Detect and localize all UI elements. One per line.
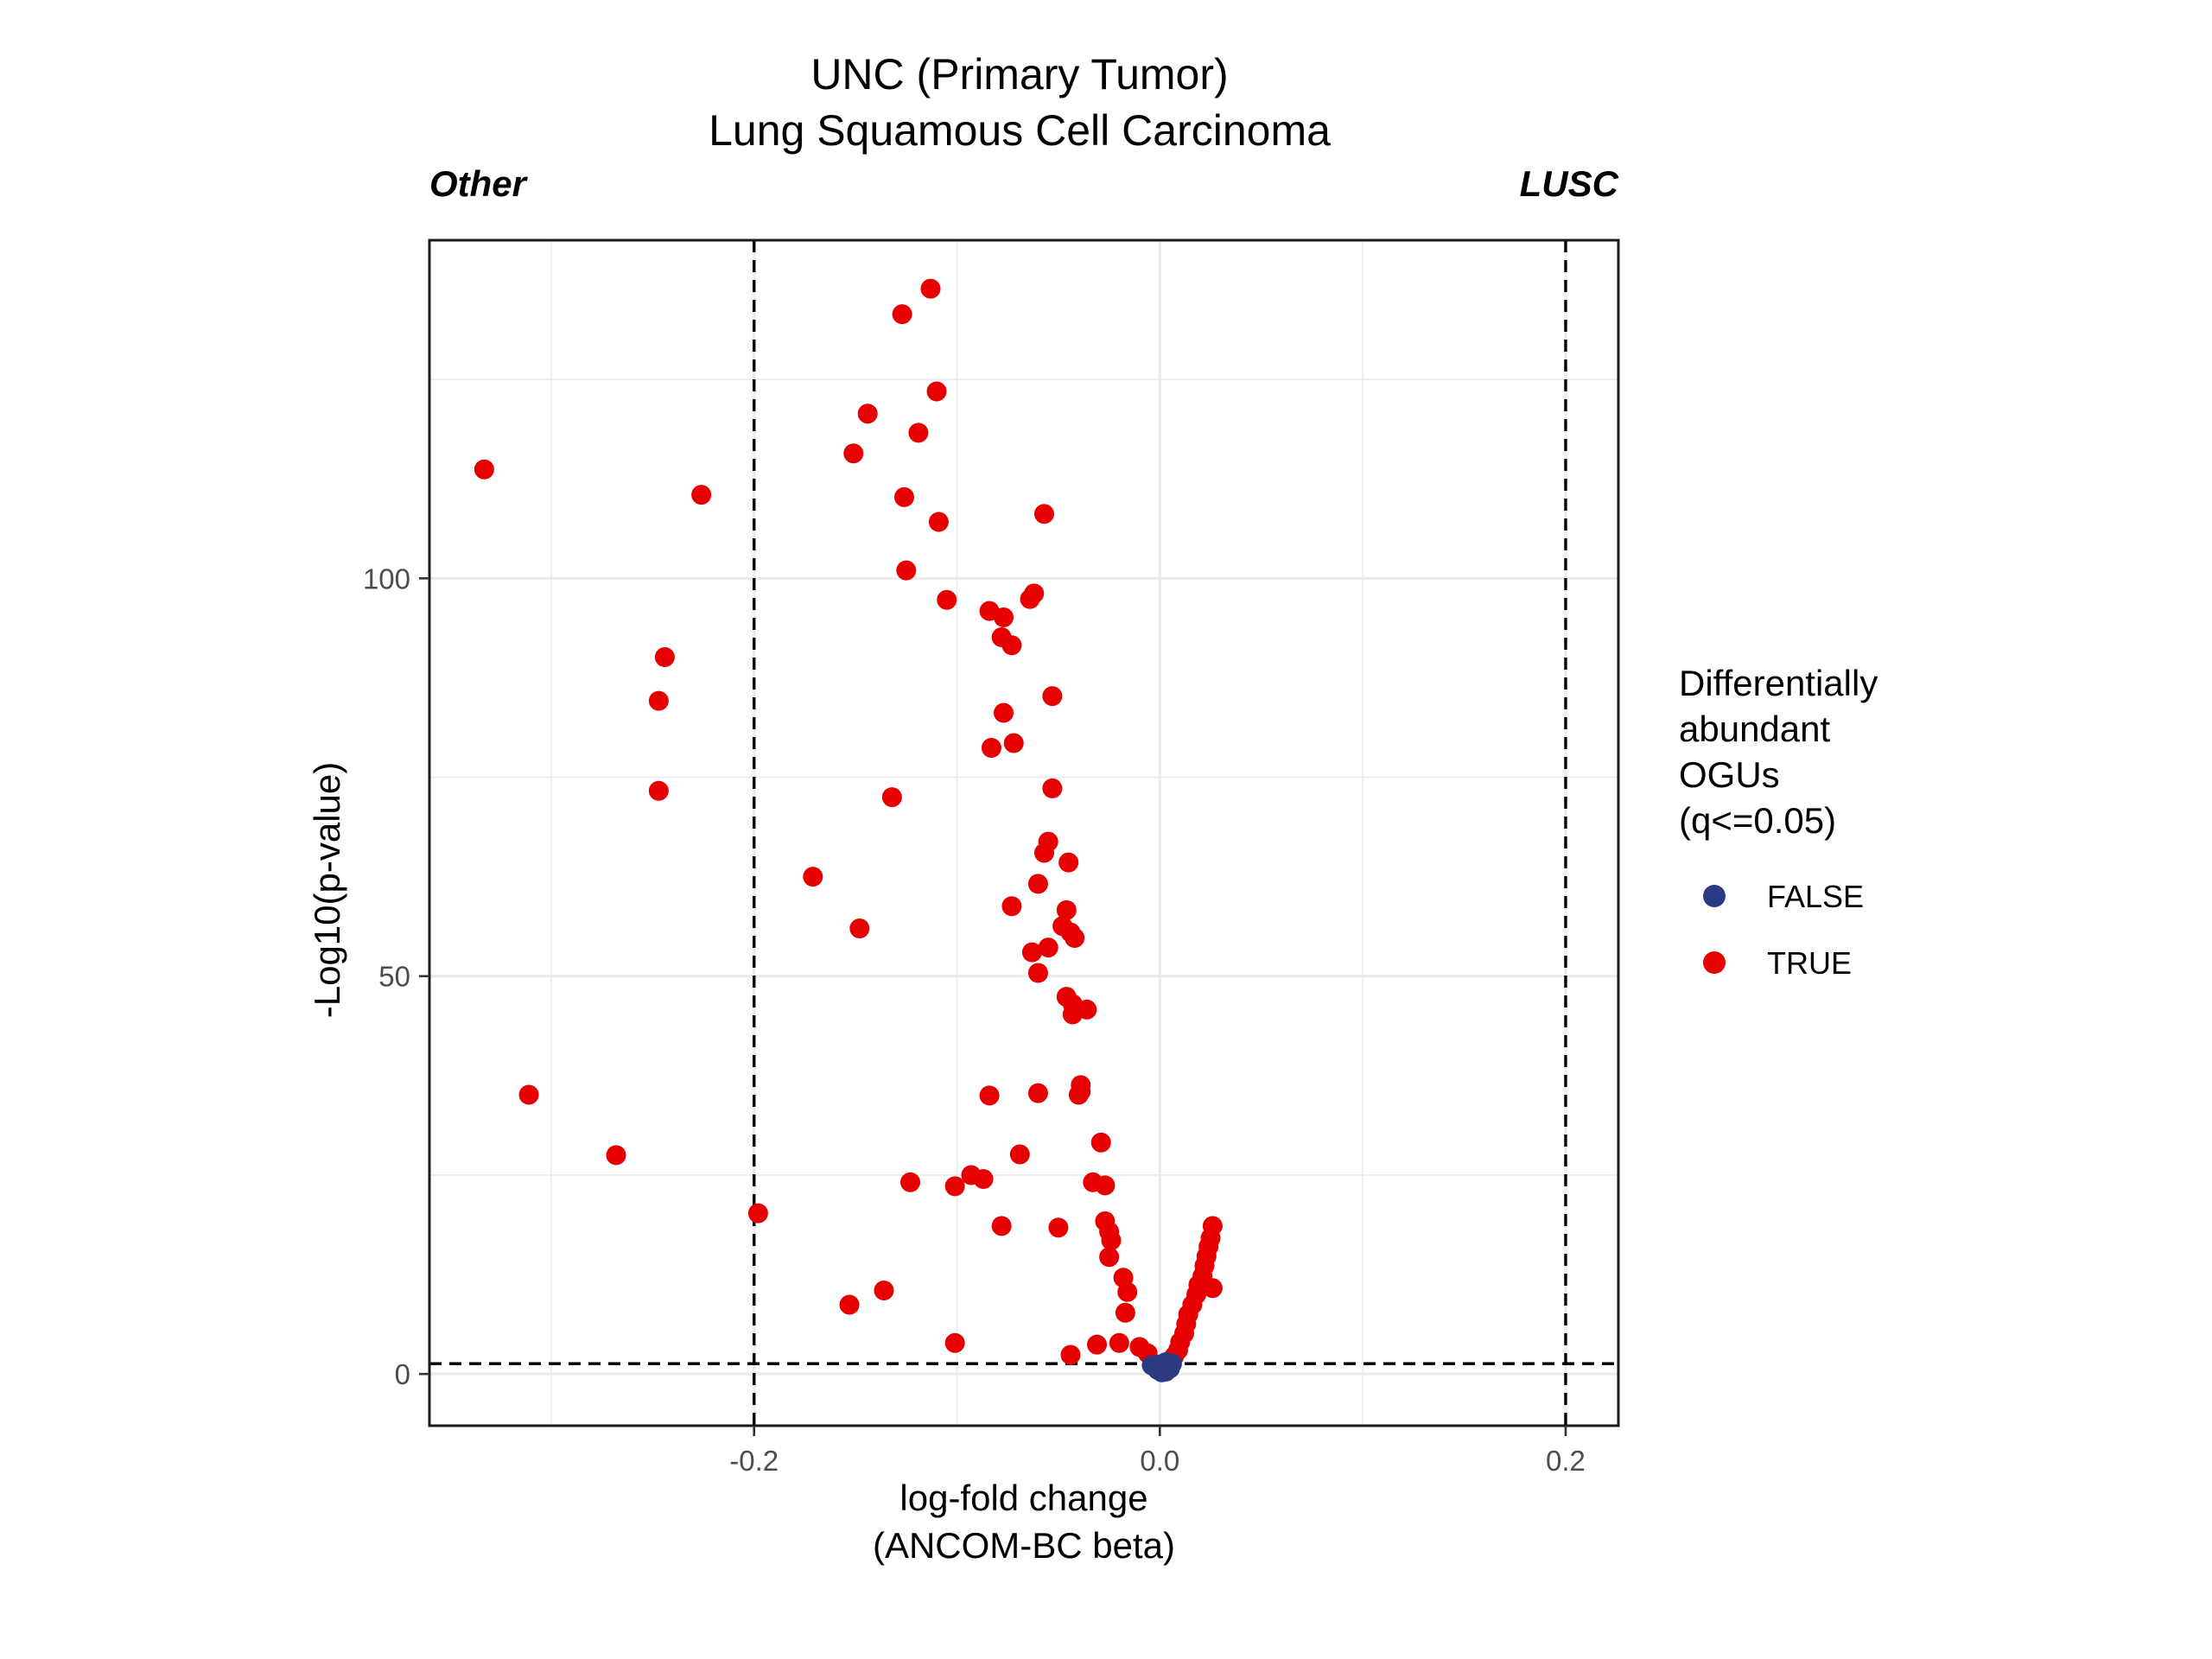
data-point-true [981,737,1001,758]
data-point-true [518,1084,539,1105]
left-group-label: Other [429,163,529,204]
data-point-true [803,867,823,887]
data-point-true [1033,504,1054,524]
legend-title-line2: abundant [1679,709,1831,749]
data-point-true [843,443,864,464]
y-axis-ticks: 0 50 100 [363,563,429,1390]
x-tick-label: 0.0 [1140,1445,1179,1477]
data-point-true [691,485,712,505]
data-point-true [654,647,675,668]
data-point-true [1001,896,1022,917]
data-point-true [1027,963,1048,983]
data-point-true [1024,583,1045,604]
legend-title-line3: OGUs [1679,754,1780,795]
data-point-true [1058,852,1079,873]
data-point-true [892,304,912,325]
data-point-true [928,512,949,532]
data-point-true [1095,1175,1116,1196]
data-point-true [1087,1334,1108,1355]
right-group-label: LUSC [1520,163,1619,204]
data-point-true [839,1294,860,1315]
data-point-true [849,918,870,938]
data-point-true [944,1176,965,1197]
data-point-true [648,780,669,801]
data-point-true [920,278,941,299]
data-point-true [881,787,902,808]
plot-panel [428,238,1620,1427]
data-point-true [908,423,929,443]
data-point-true [1109,1332,1129,1353]
y-axis-title: -Log10(p-value) [307,762,347,1019]
data-point-true [1090,1132,1111,1153]
data-point-true [979,1085,1000,1106]
data-point-true [994,702,1014,723]
legend: Differentially abundant OGUs (q<=0.05) F… [1679,663,1878,981]
data-point-true [857,404,878,424]
data-point-true [1038,938,1058,958]
legend-title-line4: (q<=0.05) [1679,800,1836,841]
y-tick-label: 0 [395,1358,410,1390]
chart-subtitle: Lung Squamous Cell Carcinoma [709,106,1331,155]
data-point-true [973,1169,994,1190]
data-point-true [1062,1004,1083,1025]
data-point-true [874,1280,894,1300]
data-point-true [1099,1247,1120,1268]
data-point-true [1003,733,1024,753]
legend-title-line1: Differentially [1679,663,1878,703]
data-point-true [606,1145,626,1166]
data-point-true [1056,899,1077,920]
data-point-true [1068,1084,1089,1105]
data-point-true [944,1332,965,1353]
y-tick-label: 50 [378,961,410,993]
data-point-false [1155,1351,1176,1372]
data-point-true [900,1172,921,1192]
data-point-true [1027,874,1048,894]
data-point-true [1033,842,1054,863]
data-point-true [1048,1217,1069,1238]
data-point-true [896,560,917,581]
chart-title: UNC (Primary Tumor) [810,50,1228,99]
data-point-true [994,607,1014,627]
y-tick-label: 100 [363,563,410,594]
data-point-true [1115,1302,1135,1323]
data-point-true [648,690,669,711]
series-false [1141,1351,1182,1382]
data-point-true [1027,1083,1048,1103]
x-tick-label: 0.2 [1546,1445,1586,1477]
data-point-true [1060,1344,1081,1365]
data-point-true [1101,1230,1122,1250]
series-true [474,278,1223,1367]
data-point-true [1202,1278,1223,1299]
data-point-true [1042,778,1063,798]
data-point-true [991,1216,1012,1236]
data-point-true [937,589,957,610]
data-point-true [1065,928,1085,949]
data-point-true [747,1203,768,1224]
data-point-true [1117,1281,1138,1302]
x-axis-title-line2: (ANCOM-BC beta) [873,1525,1175,1566]
data-point-true [474,459,494,480]
data-point-true [893,486,914,507]
x-axis-title-line1: log-fold change [899,1478,1147,1518]
data-point-true [1001,635,1022,656]
panel-border [428,238,1620,1427]
data-point-true [1009,1144,1030,1165]
data-point-true [1021,942,1042,963]
data-point-true [926,381,947,402]
x-axis-ticks: -0.2 0.0 0.2 [729,1426,1586,1477]
legend-label-true: TRUE [1767,945,1852,981]
legend-key-true [1703,951,1726,974]
legend-key-false [1703,885,1726,907]
data-point-true [1042,686,1063,707]
x-tick-label: -0.2 [729,1445,779,1477]
legend-label-false: FALSE [1767,879,1864,914]
